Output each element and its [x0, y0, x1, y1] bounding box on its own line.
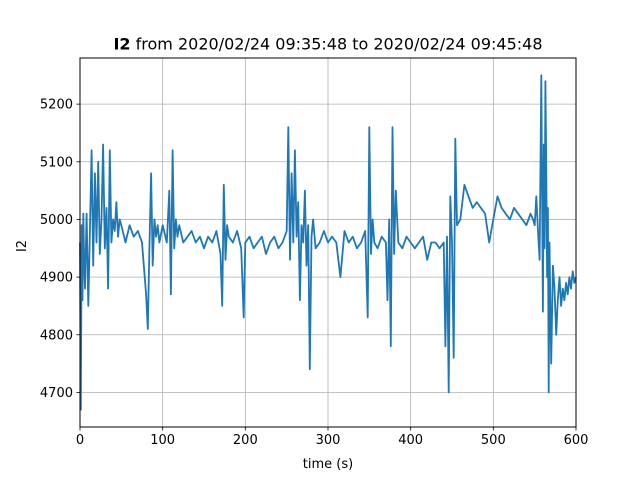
chart-title-bold: I2 [113, 35, 130, 54]
x-tick-label: 500 [481, 433, 506, 448]
plot-area [79, 74, 577, 411]
y-tick-label: 5000 [40, 213, 73, 228]
y-tick-label: 4800 [40, 328, 73, 343]
y-tick-label: 4900 [40, 271, 73, 286]
x-tick-label: 400 [398, 433, 423, 448]
x-tick-label: 200 [233, 433, 258, 448]
chart-title-rest: from 2020/02/24 09:35:48 to 2020/02/24 0… [131, 35, 543, 54]
x-axis-ticks: 0 100 200 300 400 500 600 [76, 427, 589, 448]
series-line [79, 74, 577, 411]
x-tick-label: 100 [150, 433, 175, 448]
x-axis-label: time (s) [303, 457, 353, 472]
y-axis-label: I2 [15, 240, 30, 252]
chart-title: I2 from 2020/02/24 09:35:48 to 2020/02/2… [113, 35, 542, 54]
x-tick-label: 0 [76, 433, 84, 448]
y-tick-label: 5200 [40, 98, 73, 113]
y-tick-label: 4700 [40, 386, 73, 401]
x-tick-label: 600 [564, 433, 589, 448]
y-axis-ticks: 4700 4800 4900 5000 5100 5200 [40, 98, 80, 401]
y-tick-label: 5100 [40, 155, 73, 170]
x-tick-label: 300 [316, 433, 341, 448]
